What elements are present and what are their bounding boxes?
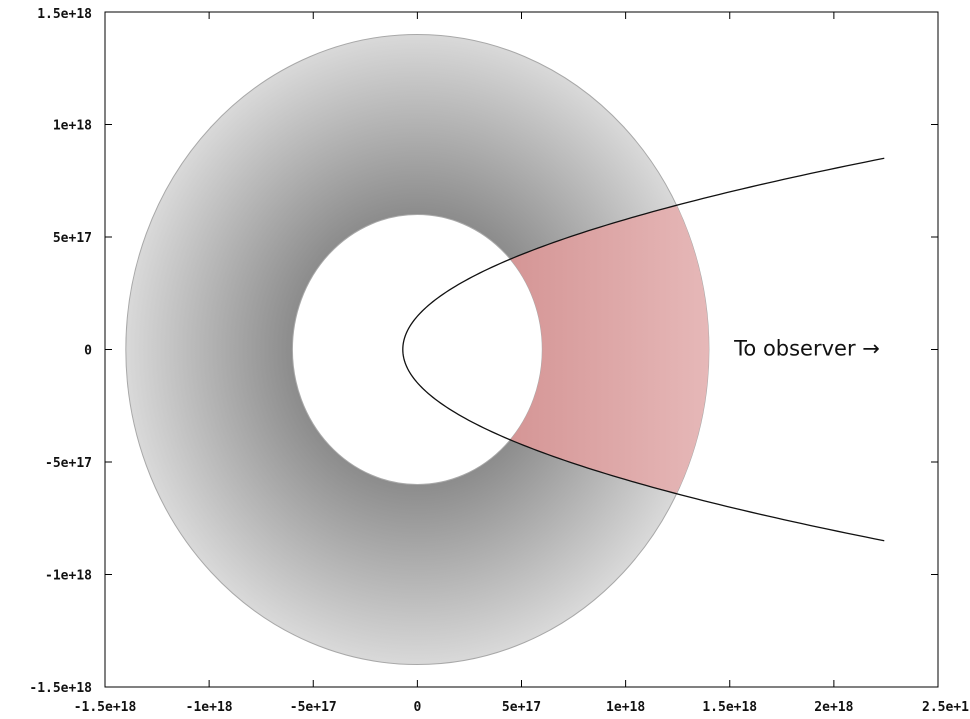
paraboloid-curve [402,157,885,542]
x-tick-label: -1e+18 [186,700,233,715]
x-tick-label: -5e+17 [290,700,337,715]
y-tick-label: -1e+18 [45,569,92,584]
y-tick-label: -5e+17 [45,456,92,471]
x-tick-label: 1e+18 [606,700,645,715]
x-tick-label: 5e+17 [502,700,541,715]
to-observer-annotation: To observer → [733,337,880,361]
y-tick-label: 0 [84,344,92,359]
y-axis-tick-labels: 1.5e+18 1e+18 5e+17 0 -5e+17 -1e+18 -1.5e+18 [29,7,92,696]
x-tick-label: 2.5e+1 [922,700,969,715]
plot-area [125,34,885,665]
x-tick-label: 2e+18 [814,700,853,715]
x-tick-label: 0 [413,700,421,715]
x-tick-label: 1.5e+18 [702,700,757,715]
axis-ticks [104,11,939,688]
y-tick-label: 1e+18 [53,119,92,134]
x-tick-label: -1.5e+18 [74,700,137,715]
y-tick-label: 5e+17 [53,231,92,246]
y-tick-label: 1.5e+18 [37,7,92,22]
y-tick-label: -1.5e+18 [29,681,92,696]
x-axis-tick-labels: -1.5e+18 -1e+18 -5e+17 0 5e+17 1e+18 1.5e+18 2e… [74,700,969,715]
